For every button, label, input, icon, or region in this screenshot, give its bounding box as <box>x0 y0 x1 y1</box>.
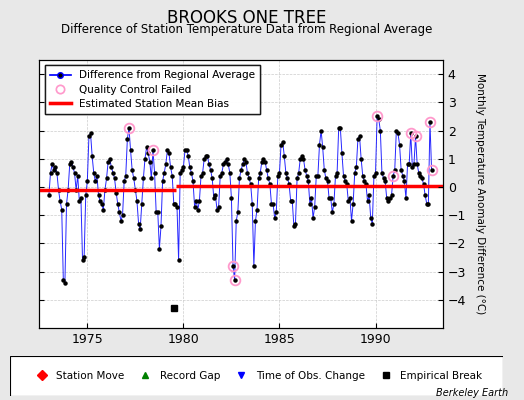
Legend: Station Move, Record Gap, Time of Obs. Change, Empirical Break: Station Move, Record Gap, Time of Obs. C… <box>28 368 485 384</box>
Legend: Difference from Regional Average, Quality Control Failed, Estimated Station Mean: Difference from Regional Average, Qualit… <box>45 65 260 114</box>
Text: Berkeley Earth: Berkeley Earth <box>436 388 508 398</box>
FancyBboxPatch shape <box>10 356 503 396</box>
Text: Difference of Station Temperature Data from Regional Average: Difference of Station Temperature Data f… <box>61 24 432 36</box>
Y-axis label: Monthly Temperature Anomaly Difference (°C): Monthly Temperature Anomaly Difference (… <box>475 73 485 315</box>
Text: BROOKS ONE TREE: BROOKS ONE TREE <box>167 9 326 27</box>
